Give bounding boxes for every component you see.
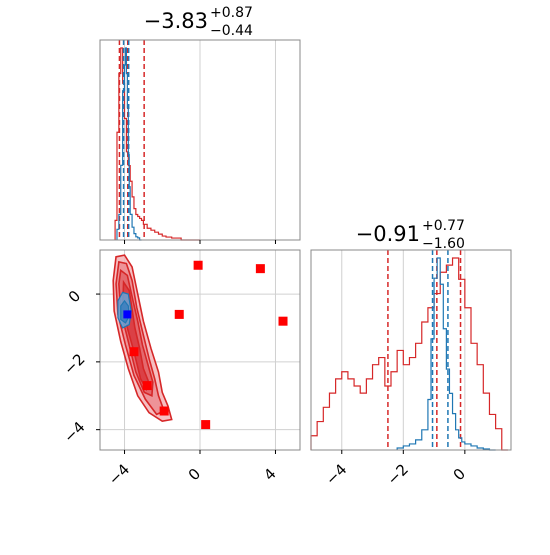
red-square-marker: [174, 309, 184, 319]
panel-title-lower-error: −1.60: [422, 236, 465, 252]
tick-label: −4: [105, 460, 133, 488]
red-square-marker: [201, 420, 211, 430]
histogram-step-line: [114, 47, 200, 241]
panel-title-upper-error: +0.87: [210, 5, 253, 21]
panel-title-upper-error: +0.77: [422, 218, 465, 234]
red-square-marker: [278, 316, 288, 326]
scatter-panel-bottom-left: −4 0 4 0 −2 −4: [60, 249, 301, 489]
tick-label: −4: [322, 460, 350, 488]
red-square-marker: [159, 406, 169, 416]
tick-label: 0: [185, 465, 204, 484]
tick-label: 4: [260, 465, 279, 484]
histogram-step-line: [310, 257, 508, 451]
blue-square-marker: [123, 310, 132, 319]
red-square-marker: [193, 260, 203, 270]
tick-label: −4: [60, 418, 88, 446]
histogram-panel-bottom-right: −4 −2 0: [310, 249, 512, 489]
panel-title-median: −3.83: [144, 9, 208, 33]
tick-label: −2: [60, 350, 88, 378]
tick-label: 0: [450, 465, 469, 484]
red-square-marker: [129, 347, 139, 357]
histogram-panel-top-left: [99, 39, 301, 244]
tick-label: 0: [65, 287, 84, 306]
red-square-marker: [142, 381, 152, 391]
axes-frame: [310, 249, 512, 451]
panel-titles: −3.83 +0.87 −0.44 −0.91 +0.77 −1.60: [144, 5, 465, 252]
panel-title-lower-error: −0.44: [210, 23, 253, 39]
tick-label: −2: [384, 460, 412, 488]
panel-title-median: −0.91: [356, 222, 420, 246]
histogram-step-line: [396, 257, 496, 451]
red-square-marker: [255, 264, 265, 274]
